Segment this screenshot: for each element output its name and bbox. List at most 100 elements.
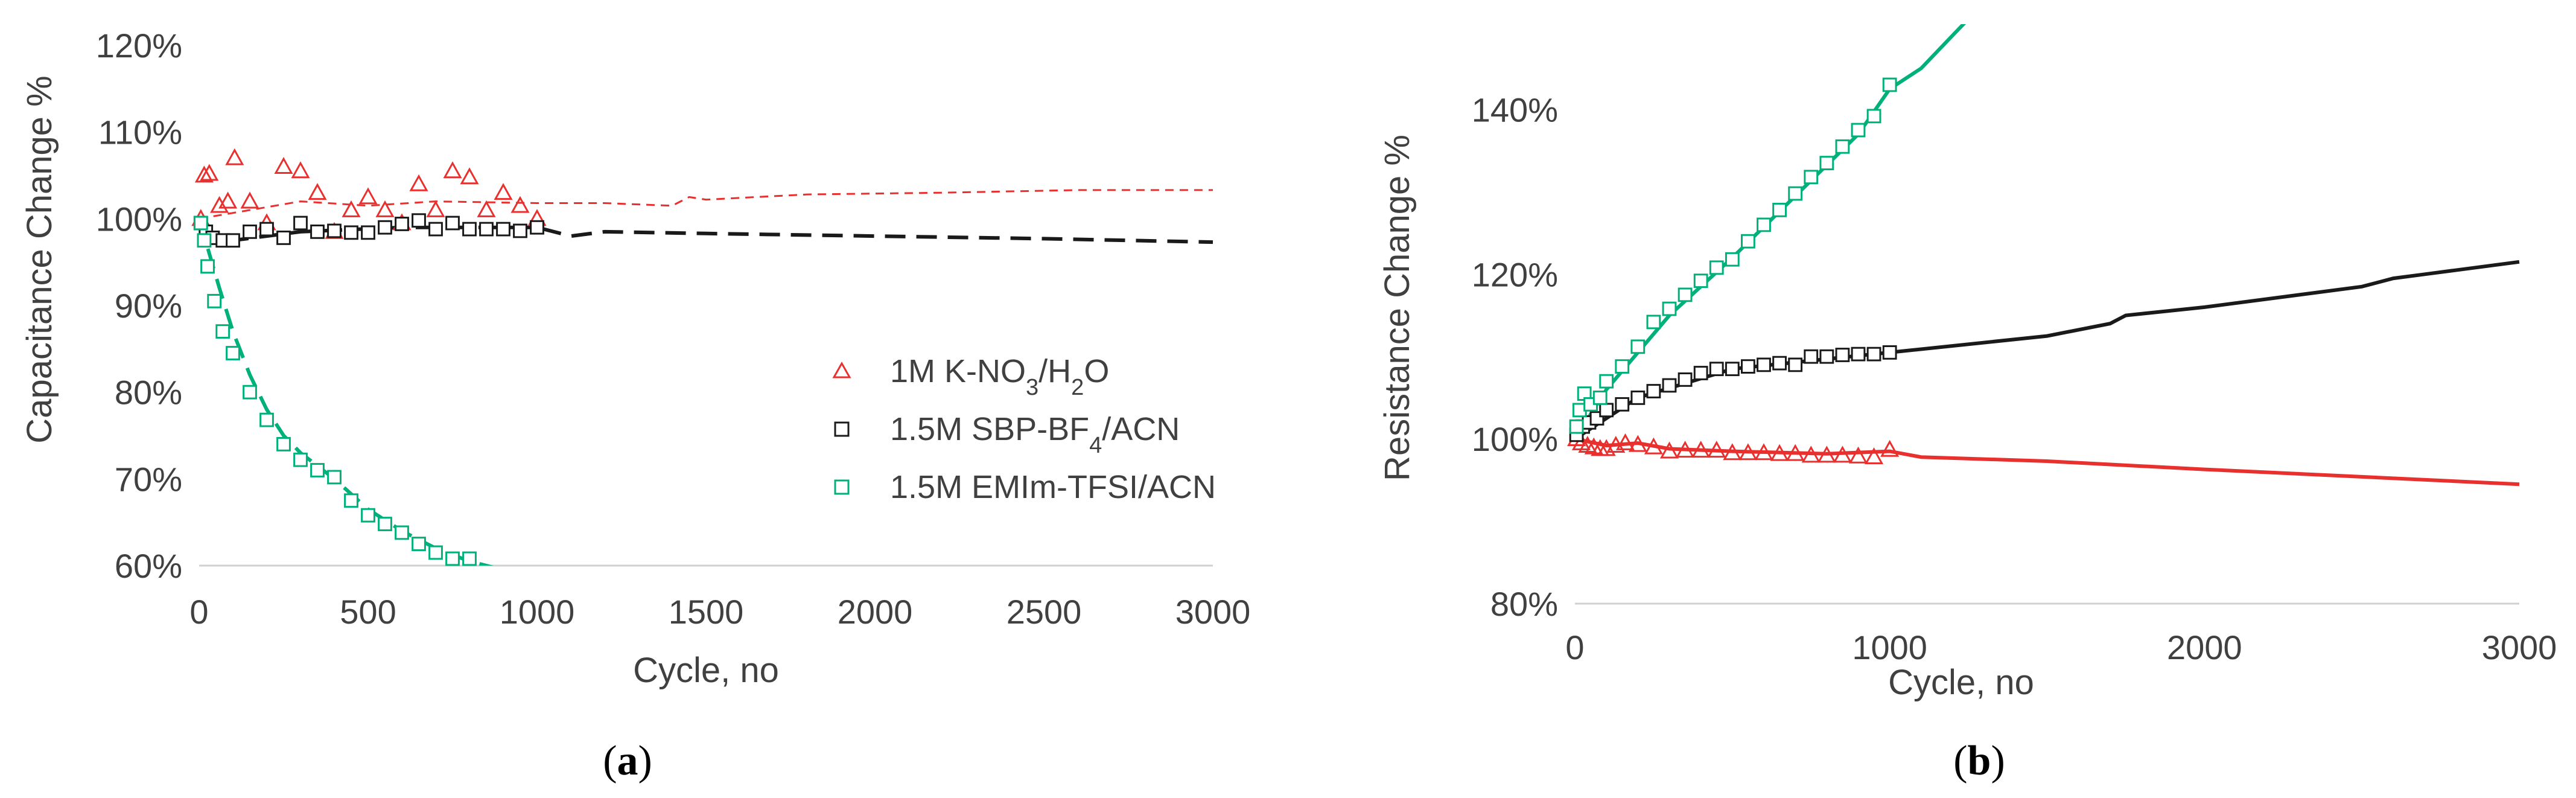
data-point <box>1741 234 1755 249</box>
x-tick-label: 3000 <box>2482 628 2557 666</box>
data-point <box>310 224 325 239</box>
data-point <box>479 222 494 237</box>
data-point <box>1599 374 1614 389</box>
caption-b: (b) <box>1953 738 2005 784</box>
data-point <box>477 200 496 217</box>
data-point <box>1817 445 1836 463</box>
data-point <box>194 165 214 183</box>
data-point <box>358 187 378 205</box>
legend-marker <box>834 421 850 437</box>
y-tick-label: 140% <box>1472 91 1558 129</box>
data-point <box>1754 443 1773 461</box>
data-point <box>1709 362 1724 377</box>
data-point <box>530 220 544 235</box>
data-point <box>445 551 460 566</box>
data-point <box>409 174 428 191</box>
data-point <box>1676 441 1695 458</box>
data-point <box>1707 441 1726 458</box>
data-point <box>327 223 342 238</box>
data-point <box>1882 77 1897 92</box>
data-point <box>1770 444 1789 461</box>
data-point <box>1866 346 1881 362</box>
data-point <box>1630 391 1646 405</box>
y-tick-label: 100% <box>96 200 182 238</box>
data-point <box>1866 109 1881 124</box>
series-line <box>1574 437 2520 487</box>
data-point <box>1851 346 1866 362</box>
data-point <box>210 196 229 213</box>
data-point <box>197 233 212 248</box>
data-point <box>1599 403 1614 418</box>
data-point <box>193 215 208 231</box>
data-point <box>276 436 291 452</box>
data-point <box>207 293 222 308</box>
caption-letter-b: b <box>1968 738 1991 784</box>
data-point <box>327 470 342 485</box>
data-point <box>395 217 409 231</box>
x-tick-label: 1000 <box>500 593 575 631</box>
chart-panel-a: 0 500 1000 1500 2000 2500 3000 60% 70% 80% 90% 100%… <box>20 27 1250 690</box>
y-tick-label: 120% <box>96 27 182 65</box>
legend-marker <box>832 361 851 378</box>
data-point <box>412 537 426 551</box>
data-point <box>243 224 257 239</box>
data-point <box>496 222 510 237</box>
data-point <box>1741 359 1755 374</box>
data-point <box>218 191 238 209</box>
y-tick-label: 80% <box>1490 585 1558 623</box>
data-point <box>1848 446 1868 464</box>
data-point <box>1628 435 1647 452</box>
data-point <box>1772 202 1787 217</box>
legend-a: 1M K-NO3/H2O 1.5M SBP-BF4/ACN 1.5M EMIm-TF… <box>832 353 1216 505</box>
data-point <box>1804 349 1819 364</box>
data-point <box>1882 345 1897 360</box>
chart-panel-b: 0 1000 2000 3000 80% 100% 120% 140% Cycle, no R… <box>1378 24 2557 702</box>
data-point <box>1569 419 1584 434</box>
data-point <box>395 525 409 540</box>
data-point <box>200 164 219 181</box>
data-point <box>428 545 443 560</box>
x-tick-label: 0 <box>1565 628 1584 666</box>
x-axis-label-a: Cycle, no <box>633 651 779 690</box>
data-point <box>1592 391 1608 405</box>
data-point <box>1662 301 1677 316</box>
data-point <box>293 215 308 231</box>
data-point <box>443 161 462 179</box>
x-tick-label: 2000 <box>838 593 913 631</box>
data-point <box>412 213 426 228</box>
x-tick-label: 0 <box>189 593 208 631</box>
data-point <box>276 231 291 245</box>
data-point <box>1659 441 1679 459</box>
data-point <box>225 148 244 165</box>
y-tick-label: 80% <box>115 374 182 412</box>
data-point <box>1615 359 1630 374</box>
data-point <box>1725 252 1740 267</box>
data-point <box>462 551 477 566</box>
data-point <box>378 220 392 235</box>
data-point <box>1723 443 1742 461</box>
data-point <box>1662 378 1677 393</box>
y-tick-label: 60% <box>115 547 182 585</box>
data-point <box>1693 366 1708 380</box>
data-point <box>1738 443 1758 461</box>
data-point <box>1819 156 1834 171</box>
data-point <box>1678 287 1693 302</box>
data-point <box>226 233 240 248</box>
data-point <box>1646 314 1661 330</box>
series-line <box>199 189 1213 220</box>
y-axis-label-b: Resistance Change % <box>1378 135 1417 481</box>
legend-label: 1M K-NO3/H2O <box>890 353 1109 400</box>
x-tick-label: 500 <box>340 593 396 631</box>
series-line <box>1573 24 1967 440</box>
data-point <box>1819 349 1834 364</box>
data-point <box>361 225 375 240</box>
data-point <box>1801 445 1821 463</box>
data-point <box>1833 445 1852 463</box>
x-tick-label: 1000 <box>1852 628 1927 666</box>
data-point <box>1709 260 1724 275</box>
data-point <box>1788 357 1803 372</box>
data-point <box>510 196 530 213</box>
data-point <box>513 223 527 238</box>
data-point <box>1646 384 1661 398</box>
